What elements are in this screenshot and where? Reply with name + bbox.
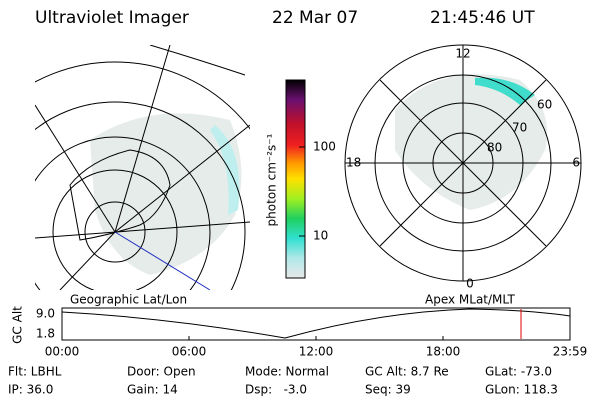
colorbar — [285, 79, 306, 279]
colorbar-tick: 10 — [313, 229, 328, 243]
info-field: Gain: 14 — [127, 383, 178, 397]
timeline-ytick: 1.8 — [36, 327, 55, 341]
timeline-box — [61, 307, 571, 341]
info-field: Mode: Normal — [245, 365, 329, 379]
info-field: Seq: 39 — [365, 383, 411, 397]
polar-plot: 12 18 6 0 60 70 80 — [344, 44, 582, 291]
info-field: GLon: 118.3 — [485, 383, 558, 397]
time: 21:45:46 UT — [430, 8, 535, 28]
colorbar-label: photon cm⁻²s⁻¹ — [265, 133, 279, 226]
info-field: Dsp: -3.0 — [245, 383, 307, 397]
info-field: Flt: LBHL — [8, 365, 62, 379]
mlt-label: 6 — [572, 156, 580, 170]
info-field: IP: 36.0 — [8, 383, 53, 397]
timeline-xtick-label: 00:00 — [45, 345, 80, 359]
polar-label: Apex MLat/MLT — [425, 293, 515, 307]
info-field: GLat: -73.0 — [485, 365, 552, 379]
colorbar-tick: 100 — [313, 140, 336, 154]
timeline-axis-title: GC Alt — [11, 306, 25, 344]
timeline-xtick-label: 18:00 — [426, 345, 461, 359]
mlat-label: 60 — [537, 98, 552, 112]
timeline-xtick-label: 06:00 — [172, 345, 207, 359]
geo-label: Geographic Lat/Lon — [70, 293, 187, 307]
timeline-ytick: 9.0 — [36, 307, 55, 321]
geo-plot — [35, 45, 250, 290]
info-field: Door: Open — [127, 365, 196, 379]
timeline-xtick-label: 23:59 — [553, 345, 588, 359]
info-field: GC Alt: 8.7 Re — [365, 365, 449, 379]
mlt-label: 18 — [346, 156, 361, 170]
timeline-xtick-label: 12:00 — [299, 345, 334, 359]
mlat-label: 70 — [512, 121, 527, 135]
date: 22 Mar 07 — [272, 8, 358, 28]
mlt-label: 12 — [455, 47, 470, 61]
altitude-curve — [61, 308, 571, 339]
mlat-label: 80 — [487, 141, 502, 155]
instrument-title: Ultraviolet Imager — [35, 8, 189, 28]
mlt-label: 0 — [466, 277, 474, 291]
